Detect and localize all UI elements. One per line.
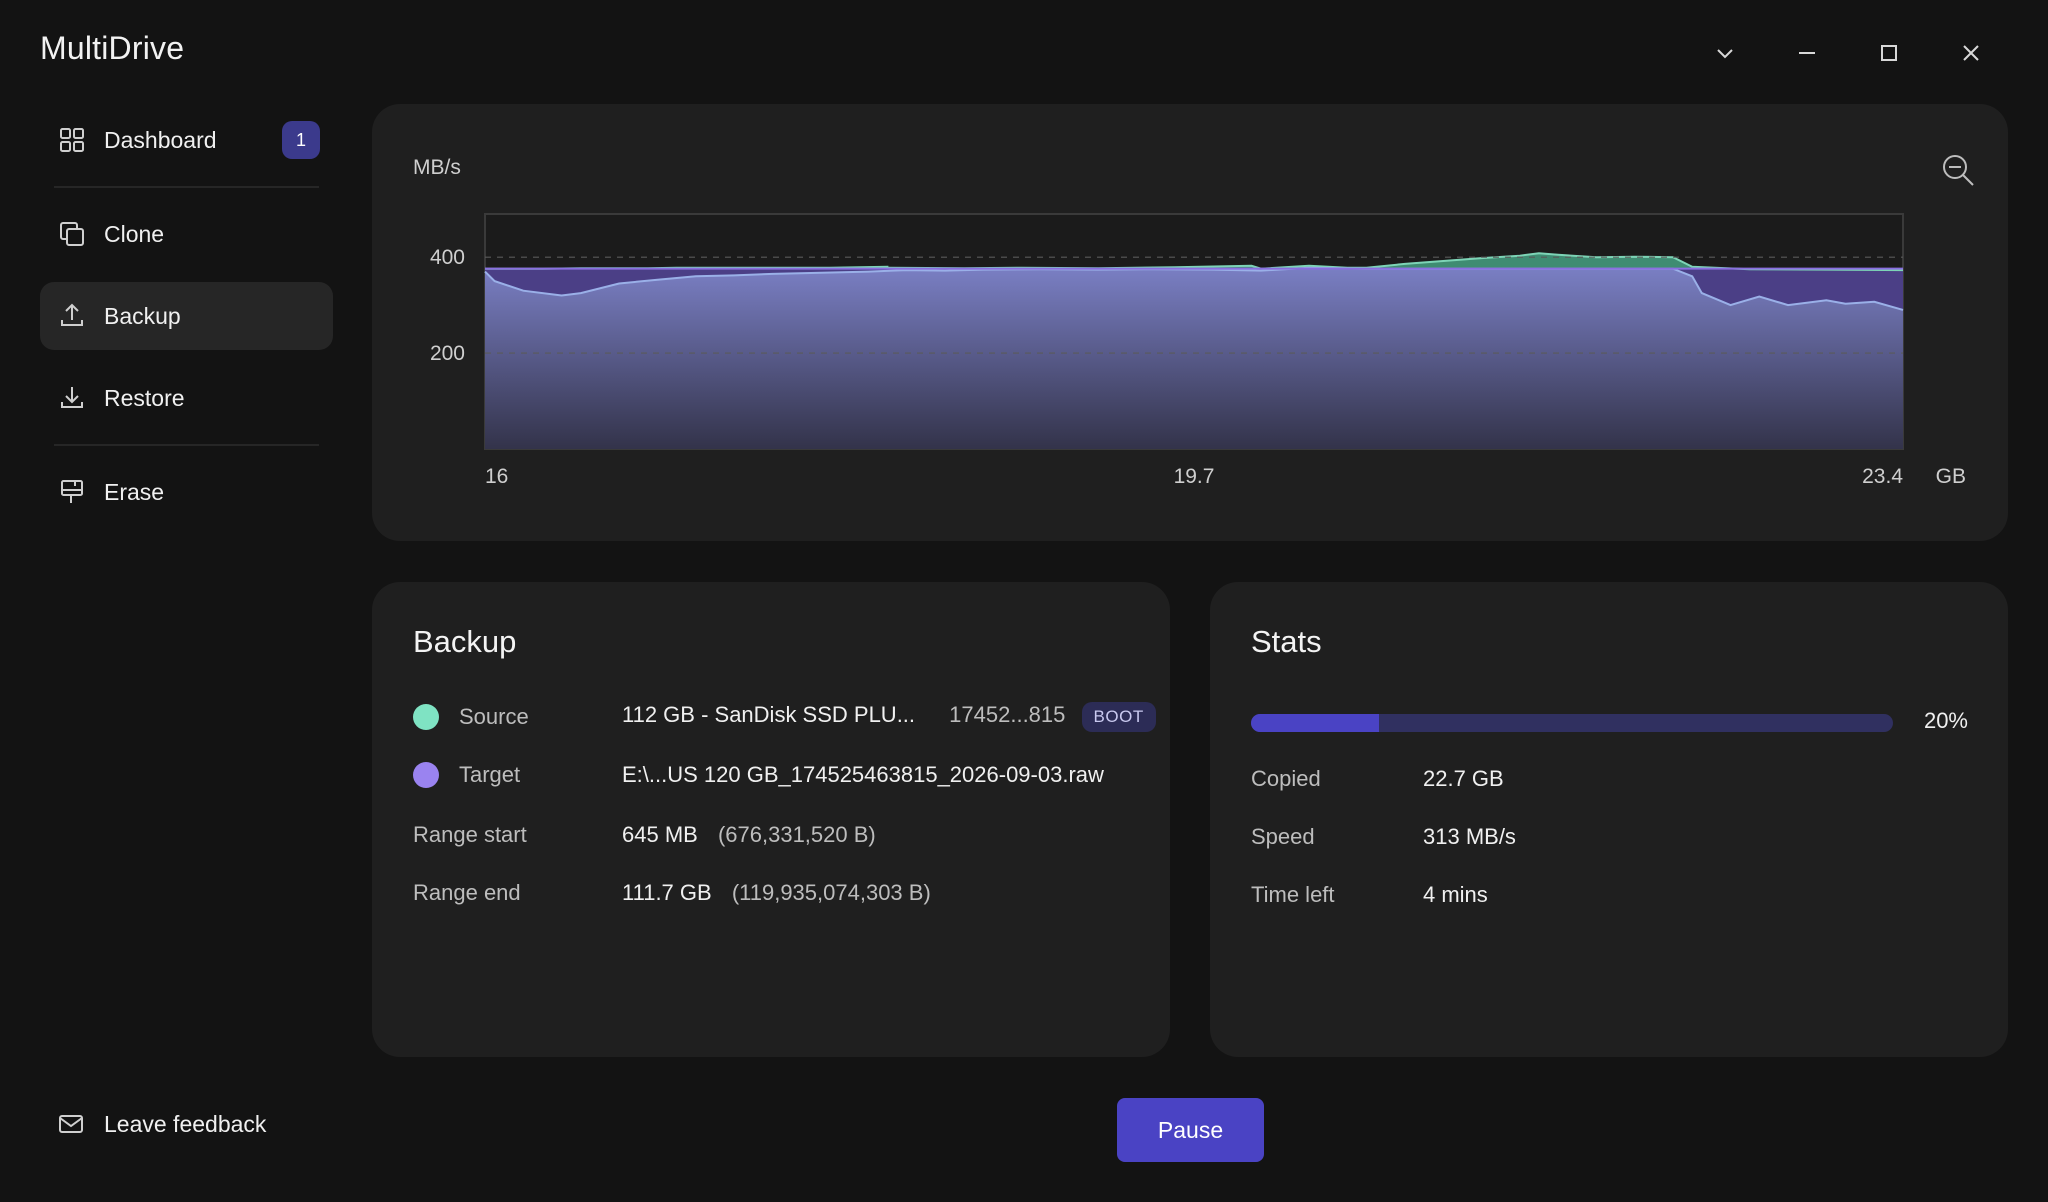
time-left-row: Time left 4 mins: [1251, 882, 1488, 908]
range-start-row: Range start 645 MB (676,331,520 B): [413, 822, 876, 848]
sidebar-item-dashboard[interactable]: Dashboard 1: [40, 106, 333, 174]
copied-label: Copied: [1251, 766, 1321, 791]
pause-button[interactable]: Pause: [1117, 1098, 1264, 1162]
y-tick-label: 200: [430, 342, 465, 365]
range-start-value: 645 MB: [622, 822, 698, 847]
sidebar: Dashboard 1 Clone Backup Restore Erase: [40, 106, 333, 526]
range-end-bytes: (119,935,074,303 B): [731, 880, 931, 905]
speed-chart-panel: 400 200 16 19.7 23.4 GB MB/s: [372, 104, 2008, 541]
speed-row: Speed 313 MB/s: [1251, 824, 1516, 850]
sidebar-item-label: Restore: [104, 384, 185, 411]
x-tick-label: 19.7: [1174, 465, 1215, 488]
copy-icon: [58, 220, 86, 248]
x-tick-label: 16: [485, 465, 508, 488]
sidebar-item-clone[interactable]: Clone: [40, 200, 333, 268]
stats-title: Stats: [1251, 624, 1322, 659]
zoom-out-icon[interactable]: [1938, 150, 1978, 190]
source-value-group: 112 GB - SanDisk SSD PLU... 17452...815 …: [622, 702, 1156, 732]
feedback-label: Leave feedback: [104, 1110, 267, 1137]
range-start-bytes: (676,331,520 B): [717, 822, 876, 847]
notification-badge: 1: [282, 121, 320, 159]
range-end-label: Range end: [413, 880, 521, 905]
backup-panel: Backup Source 112 GB - SanDisk SSD PLU..…: [372, 582, 1170, 1057]
x-tick-label: 23.4: [1862, 465, 1903, 488]
speed-label: Speed: [1251, 824, 1315, 849]
sidebar-item-label: Erase: [104, 478, 165, 505]
target-color-dot: [413, 762, 439, 788]
progress-percent: 20%: [1923, 708, 1968, 733]
target-label: Target: [459, 762, 521, 787]
download-icon: [58, 384, 86, 412]
close-icon[interactable]: [1930, 33, 2012, 73]
sidebar-item-label: Clone: [104, 220, 165, 247]
sidebar-item-restore[interactable]: Restore: [40, 364, 333, 432]
sidebar-item-label: Dashboard: [104, 126, 217, 153]
window-controls: [1684, 33, 2012, 73]
range-end-value-group: 111.7 GB (119,935,074,303 B): [622, 880, 931, 906]
target-value: E:\...US 120 GB_174525463815_2026-09-03.…: [622, 762, 1104, 787]
progress-fill: [1251, 714, 1380, 732]
range-end-row: Range end 111.7 GB (119,935,074,303 B): [413, 880, 931, 906]
series-area-blue: [485, 267, 1903, 449]
stats-panel: Stats 20% Copied 22.7 GB Speed 313 MB/s …: [1210, 582, 2008, 1057]
time-left-label: Time left: [1251, 882, 1335, 907]
maximize-icon[interactable]: [1848, 33, 1930, 73]
source-row: Source 112 GB - SanDisk SSD PLU... 17452…: [413, 702, 1156, 732]
app-title: MultiDrive: [40, 30, 185, 66]
copied-value: 22.7 GB: [1423, 766, 1504, 791]
leave-feedback-link[interactable]: Leave feedback: [58, 1110, 266, 1138]
sidebar-item-erase[interactable]: Erase: [40, 458, 333, 526]
time-left-value: 4 mins: [1423, 882, 1488, 907]
source-label: Source: [459, 704, 529, 729]
source-serial: 17452...815: [949, 702, 1066, 727]
x-axis-label: GB: [1936, 465, 1966, 488]
boot-badge: BOOT: [1081, 702, 1156, 732]
sidebar-divider: [54, 186, 319, 188]
progress-bar: [1251, 714, 1893, 732]
source-value: 112 GB - SanDisk SSD PLU...: [622, 702, 916, 727]
backup-title: Backup: [413, 624, 517, 659]
copied-row: Copied 22.7 GB: [1251, 766, 1504, 792]
sidebar-divider: [54, 444, 319, 446]
sidebar-item-backup[interactable]: Backup: [40, 282, 333, 350]
y-axis-label: MB/s: [413, 156, 461, 179]
chevron-down-icon[interactable]: [1684, 33, 1766, 73]
upload-icon: [58, 302, 86, 330]
y-tick-label: 400: [430, 246, 465, 269]
range-start-value-group: 645 MB (676,331,520 B): [622, 822, 876, 848]
speed-value: 313 MB/s: [1423, 824, 1516, 849]
minimize-icon[interactable]: [1766, 33, 1848, 73]
eraser-icon: [58, 478, 86, 506]
range-end-value: 111.7 GB: [622, 880, 712, 905]
source-color-dot: [413, 704, 439, 730]
mail-icon: [58, 1110, 86, 1138]
range-start-label: Range start: [413, 822, 527, 847]
speed-chart: 400 200 16 19.7 23.4 GB: [430, 213, 1966, 488]
target-row: Target E:\...US 120 GB_174525463815_2026…: [413, 762, 1104, 788]
sidebar-item-label: Backup: [104, 302, 181, 329]
grid-icon: [58, 126, 86, 154]
